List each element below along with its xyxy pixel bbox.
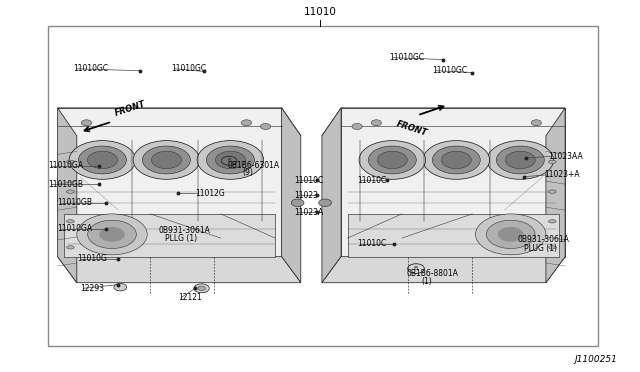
Circle shape — [497, 146, 544, 174]
Ellipse shape — [548, 219, 556, 223]
Circle shape — [197, 141, 264, 179]
Text: 11010GB: 11010GB — [58, 198, 93, 207]
Text: 11023AA: 11023AA — [548, 152, 582, 161]
Text: 11023: 11023 — [294, 191, 319, 200]
Circle shape — [79, 146, 126, 174]
Text: PLUG (1): PLUG (1) — [524, 244, 557, 253]
Text: 11010GC: 11010GC — [172, 64, 207, 73]
Circle shape — [114, 283, 127, 291]
Text: J1100251: J1100251 — [575, 355, 618, 364]
Bar — [48, 26, 598, 346]
Polygon shape — [322, 108, 341, 283]
Ellipse shape — [67, 190, 74, 193]
Circle shape — [260, 124, 271, 129]
Circle shape — [498, 227, 524, 242]
Text: 12121: 12121 — [178, 293, 202, 302]
Ellipse shape — [67, 246, 74, 249]
Circle shape — [433, 146, 480, 174]
Text: 0B931-3061A: 0B931-3061A — [517, 235, 569, 244]
Ellipse shape — [67, 160, 74, 164]
Circle shape — [99, 227, 125, 242]
Text: 11010GC: 11010GC — [389, 53, 424, 62]
Polygon shape — [282, 108, 301, 283]
Polygon shape — [322, 108, 565, 136]
Circle shape — [152, 151, 181, 169]
Text: 11010C: 11010C — [294, 176, 324, 185]
Text: B: B — [414, 266, 418, 271]
Circle shape — [291, 199, 304, 206]
Text: FRONT: FRONT — [114, 100, 147, 118]
Ellipse shape — [548, 246, 556, 249]
Circle shape — [194, 284, 209, 293]
Circle shape — [198, 286, 205, 291]
Polygon shape — [348, 214, 559, 257]
Text: (9): (9) — [242, 169, 253, 177]
Circle shape — [487, 141, 554, 179]
Circle shape — [506, 151, 535, 169]
Text: 11023A: 11023A — [294, 208, 324, 217]
Circle shape — [352, 124, 362, 129]
Circle shape — [143, 146, 190, 174]
Text: 11010C: 11010C — [357, 176, 387, 185]
Text: 0B1B6-6301A: 0B1B6-6301A — [227, 161, 279, 170]
Text: FRONT: FRONT — [395, 119, 428, 138]
Polygon shape — [546, 108, 565, 283]
Circle shape — [69, 141, 136, 179]
Text: 0B1B6-8801A: 0B1B6-8801A — [406, 269, 458, 278]
Polygon shape — [58, 257, 301, 283]
Polygon shape — [58, 108, 282, 257]
Circle shape — [476, 214, 546, 255]
Text: 11010G: 11010G — [77, 254, 107, 263]
Text: 11010GA: 11010GA — [48, 161, 83, 170]
Polygon shape — [322, 257, 565, 283]
Polygon shape — [58, 108, 77, 283]
Circle shape — [88, 220, 136, 248]
Polygon shape — [341, 108, 565, 257]
Circle shape — [378, 151, 407, 169]
Circle shape — [81, 120, 92, 126]
Text: 11012G: 11012G — [195, 189, 225, 198]
Text: 11010GC: 11010GC — [433, 66, 468, 75]
Circle shape — [486, 220, 535, 248]
Ellipse shape — [67, 219, 74, 223]
Ellipse shape — [548, 190, 556, 193]
Circle shape — [88, 151, 117, 169]
Circle shape — [77, 214, 147, 255]
Circle shape — [133, 141, 200, 179]
Text: 11010GC: 11010GC — [74, 64, 109, 73]
Text: 12293: 12293 — [80, 284, 104, 293]
Text: (1): (1) — [421, 277, 432, 286]
Circle shape — [319, 199, 332, 206]
Circle shape — [207, 146, 254, 174]
Circle shape — [359, 141, 426, 179]
Circle shape — [423, 141, 490, 179]
Text: 11010C: 11010C — [357, 239, 387, 248]
Circle shape — [442, 151, 471, 169]
Text: B: B — [227, 158, 231, 163]
Text: 11010GA: 11010GA — [58, 224, 93, 233]
Text: 11010: 11010 — [303, 7, 337, 17]
Text: 11010GB: 11010GB — [48, 180, 83, 189]
Circle shape — [241, 120, 252, 126]
Circle shape — [531, 120, 541, 126]
Polygon shape — [58, 108, 301, 136]
Text: PLLG (1): PLLG (1) — [165, 234, 197, 243]
Ellipse shape — [548, 160, 556, 164]
Text: 0B931-3061A: 0B931-3061A — [159, 226, 211, 235]
Circle shape — [369, 146, 416, 174]
Text: 11023+A: 11023+A — [545, 170, 580, 179]
Circle shape — [371, 120, 381, 126]
Polygon shape — [64, 214, 275, 257]
Circle shape — [216, 151, 245, 169]
